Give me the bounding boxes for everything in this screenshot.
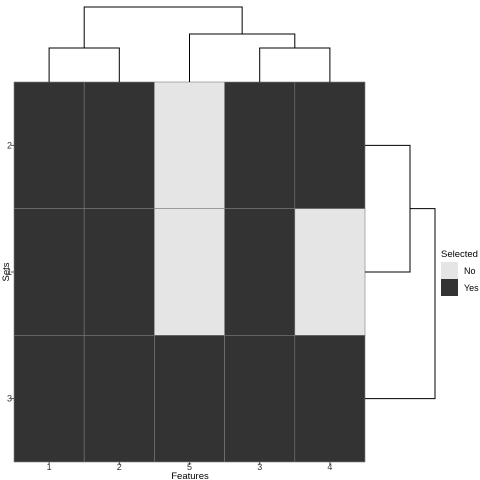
heatmap-cell-2-5 [154,81,225,209]
x-tick-label-5: 5 [187,462,192,472]
heatmap-cell-3-4 [294,335,366,463]
legend-key-yes [441,279,458,296]
legend-key-no [441,262,458,279]
heatmap-cell-1-5 [154,208,225,336]
heatmap-cell-2-4 [294,81,366,209]
row-dendrogram-link-2 [365,208,436,400]
heatmap-cell-2-3 [224,81,296,209]
legend-title: Selected [441,249,478,260]
legend-label-yes: Yes [464,283,479,293]
y-axis-title: Sets [1,262,12,281]
heatmap-cell-3-3 [224,335,296,463]
x-tick-label-2: 2 [117,462,122,472]
heatmap-cell-3-2 [83,335,155,463]
legend: Selected No Yes [441,249,479,296]
column-dendrogram-link-3 [48,47,120,82]
y-tick-label-2: 2 [7,140,12,150]
x-tick-label-4: 4 [327,462,332,472]
heatmap-cell-3-1 [13,335,85,463]
row-dendrogram-link-1 [365,144,411,273]
heatmap-cell-1-3 [224,208,296,336]
column-dendrogram-link-2 [189,33,296,82]
x-tick-label-1: 1 [47,462,52,472]
x-tick-label-3: 3 [257,462,262,472]
x-axis-ticks: 1 2 5 3 4 [47,462,332,472]
heatmap-cell-1-2 [83,208,155,336]
y-axis-ticks: 2 1 3 [7,140,14,404]
x-axis-title: Features [171,471,209,480]
heatmap-cells [13,81,366,463]
column-dendrogram-link-1 [259,47,331,82]
legend-label-no: No [464,266,476,276]
heatmap-cell-3-5 [154,335,225,463]
y-tick-label-1: 1 [7,267,12,277]
heatmap-cell-1-1 [13,208,85,336]
column-dendrogram [48,6,331,82]
y-tick-label-3: 3 [7,394,12,404]
column-dendrogram-link-4 [83,6,243,48]
heatmap-cell-2-1 [13,81,85,209]
row-dendrogram [365,144,436,400]
heatmap-cell-1-4 [294,208,366,336]
heatmap-cell-2-2 [83,81,155,209]
